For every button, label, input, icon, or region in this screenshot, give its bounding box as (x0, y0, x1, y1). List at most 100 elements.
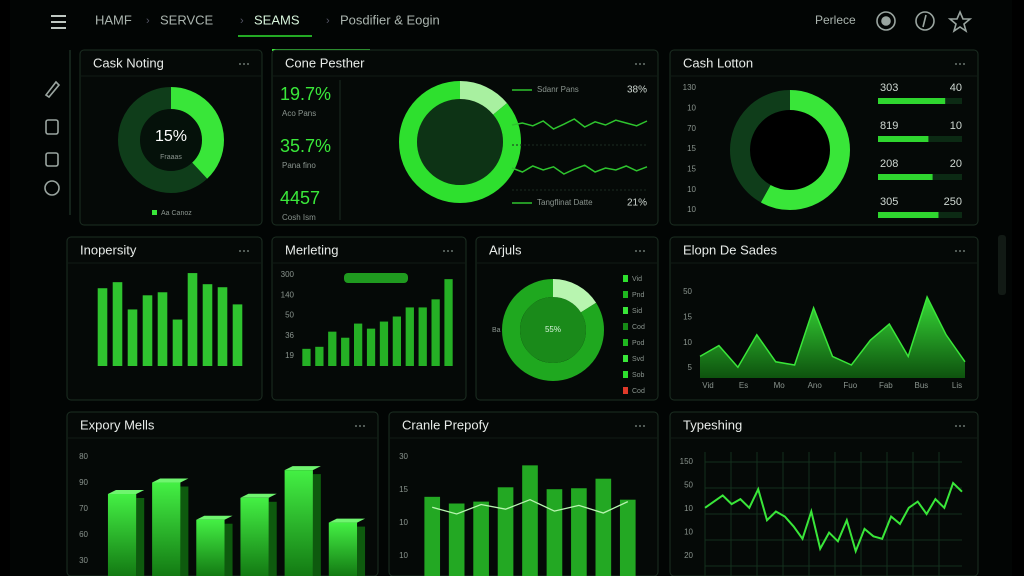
bar (127, 309, 138, 366)
axis-label: 50 (683, 287, 692, 296)
bar (328, 331, 337, 366)
menu-dot[interactable] (363, 425, 365, 427)
menu-dot[interactable] (447, 250, 449, 252)
bar (546, 489, 563, 576)
menu-dot[interactable] (955, 63, 957, 65)
bar (392, 316, 402, 366)
legend-label: Cod (632, 324, 645, 331)
bar (157, 292, 168, 366)
axis-label: 80 (79, 452, 88, 461)
scrollbar[interactable] (998, 235, 1006, 295)
nav-item[interactable]: HAMF (95, 12, 132, 27)
line (704, 481, 963, 555)
bar-top (328, 518, 366, 523)
bar (341, 337, 350, 366)
user-name[interactable]: Perlece (815, 13, 856, 27)
axis-label: 50 (684, 481, 693, 490)
line-legend: Tangflinat Datte (537, 198, 593, 207)
bar (142, 295, 153, 366)
sparkline (511, 164, 648, 175)
bar (424, 496, 441, 576)
panel (669, 411, 979, 576)
menu-dot[interactable] (451, 250, 453, 252)
row-figure: 10 (950, 120, 962, 132)
menu-dot[interactable] (963, 63, 965, 65)
row-figure: 40 (950, 82, 962, 94)
bar (405, 307, 414, 366)
menu-dot[interactable] (639, 250, 641, 252)
menu-dot[interactable] (247, 63, 249, 65)
bar (328, 522, 358, 576)
x-label: Ano (808, 381, 823, 390)
hamburger[interactable] (51, 15, 66, 29)
bar (152, 482, 181, 576)
icon[interactable] (915, 11, 935, 31)
x-label: Es (739, 381, 748, 390)
menu-dot[interactable] (247, 250, 249, 252)
menu-dot[interactable] (239, 250, 241, 252)
menu-dot[interactable] (635, 425, 637, 427)
menu-dot[interactable] (639, 425, 641, 427)
legend-swatch (623, 339, 628, 346)
nav-item[interactable]: SERVCE (160, 12, 214, 27)
menu-dot[interactable] (963, 425, 965, 427)
bar (444, 279, 453, 366)
bar (202, 284, 213, 366)
x-label: Lis (952, 381, 962, 390)
axis-label: 15 (399, 485, 408, 494)
nav-item[interactable]: SEAMS (254, 12, 300, 27)
legend-label: Aa Canoz (161, 210, 192, 217)
panel-title: Expory Mells (80, 417, 155, 432)
axis-label: 10 (687, 205, 696, 214)
menu-dot[interactable] (643, 63, 645, 65)
donut-sub-label: Fraaas (160, 154, 182, 161)
menu-dot[interactable] (443, 250, 445, 252)
panel-title: Cash Lotton (683, 55, 753, 70)
menu-dot[interactable] (643, 250, 645, 252)
icon[interactable] (45, 152, 59, 167)
bar (497, 487, 514, 576)
menu-dot[interactable] (955, 425, 957, 427)
axis-label: 50 (285, 311, 294, 320)
menu-dot[interactable] (239, 63, 241, 65)
legend-label: Sob (632, 372, 645, 379)
menu-dot[interactable] (635, 250, 637, 252)
icon[interactable] (44, 80, 61, 99)
x-label: Fuo (843, 381, 857, 390)
menu-dot[interactable] (355, 425, 357, 427)
bar (302, 348, 311, 366)
kpi-label: Pana fino (282, 161, 316, 170)
menu-dot[interactable] (635, 63, 637, 65)
menu-dot[interactable] (959, 63, 961, 65)
menu-dot[interactable] (639, 63, 641, 65)
bar (97, 288, 108, 366)
menu-dot[interactable] (243, 250, 245, 252)
panel-title: Cone Pesther (285, 55, 365, 70)
axis-label: 15 (687, 164, 696, 173)
menu-dot[interactable] (955, 250, 957, 252)
nav-item[interactable]: Posdifier & Eogin (340, 12, 440, 27)
menu-dot[interactable] (243, 63, 245, 65)
legend-swatch (623, 323, 628, 330)
icon[interactable] (876, 11, 896, 31)
legend-swatch (623, 291, 628, 298)
icon[interactable] (45, 119, 59, 135)
legend-label: Cod (632, 388, 645, 395)
bar-top (240, 493, 277, 498)
panel-title: Elopn De Sades (683, 242, 777, 257)
bar (595, 478, 612, 576)
menu-dot[interactable] (359, 425, 361, 427)
axis-label: 15 (687, 144, 696, 153)
menu-dot[interactable] (963, 250, 965, 252)
icon[interactable] (947, 9, 973, 33)
area (700, 297, 965, 378)
bar-side (312, 474, 321, 576)
icon[interactable] (44, 180, 60, 196)
menu-dot[interactable] (643, 425, 645, 427)
menu-dot[interactable] (959, 425, 961, 427)
legend-label: Pod (632, 340, 645, 347)
progress-bar (878, 98, 946, 104)
donut-segment (502, 279, 604, 381)
menu-dot[interactable] (959, 250, 961, 252)
